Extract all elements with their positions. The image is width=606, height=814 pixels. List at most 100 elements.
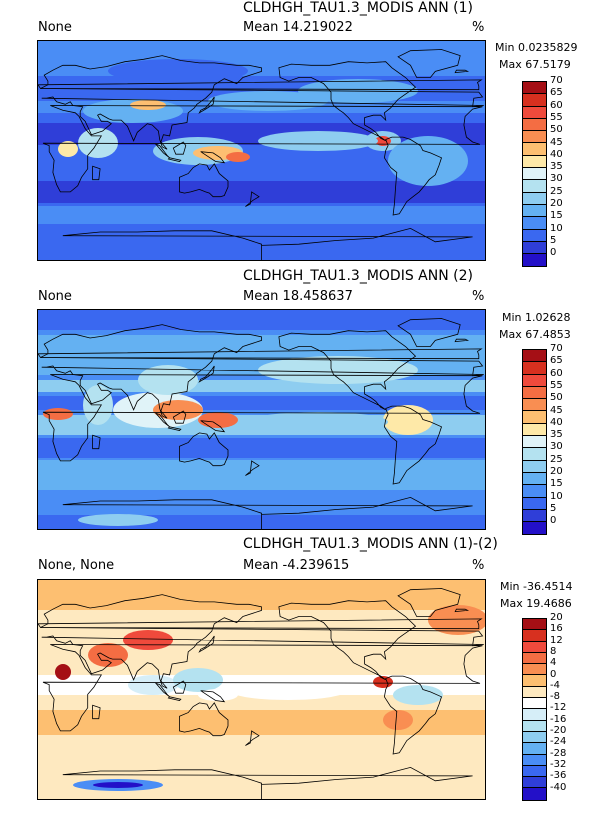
colorbar-tick-label: 30 bbox=[550, 441, 563, 453]
coastline bbox=[245, 730, 260, 746]
field-blob bbox=[43, 408, 73, 420]
colorbar-tick-label: 65 bbox=[550, 355, 563, 367]
field-blob bbox=[198, 412, 238, 428]
mean-label: Mean -4.239615 bbox=[243, 558, 350, 573]
colorbar-swatch bbox=[523, 509, 546, 523]
colorbar-tick-label: 65 bbox=[550, 87, 563, 99]
coastline bbox=[200, 151, 226, 164]
coastline bbox=[40, 594, 484, 689]
colorbar-tick-label: 15 bbox=[550, 478, 563, 490]
colorbar-tick-label: 60 bbox=[550, 367, 563, 379]
coastline bbox=[454, 69, 470, 74]
map-field bbox=[37, 579, 486, 800]
field-blob bbox=[228, 680, 348, 700]
colorbar bbox=[522, 81, 547, 268]
coastline bbox=[42, 374, 483, 462]
coastline bbox=[278, 330, 417, 411]
map-svg bbox=[38, 580, 485, 799]
colorbar-swatch bbox=[523, 168, 546, 181]
colorbar-tick-label: -12 bbox=[550, 702, 567, 714]
left-label: None bbox=[38, 289, 72, 304]
field-blob bbox=[153, 400, 203, 420]
coastline bbox=[397, 588, 461, 617]
colorbar-tick-label: 10 bbox=[550, 490, 563, 502]
colorbar-tick-label: 5 bbox=[550, 502, 557, 514]
colorbar-tick-label: 10 bbox=[550, 222, 563, 234]
colorbar-tick-label: 45 bbox=[550, 404, 563, 416]
coastline bbox=[200, 420, 226, 433]
field-blob bbox=[393, 685, 443, 705]
coastline bbox=[92, 165, 101, 181]
coastline bbox=[278, 61, 417, 142]
coastline bbox=[38, 618, 483, 630]
colorbar-swatch bbox=[523, 788, 546, 800]
colorbar-swatch bbox=[523, 619, 546, 631]
map-svg bbox=[38, 41, 485, 260]
colorbar-swatch bbox=[523, 217, 546, 230]
colorbar-swatch bbox=[523, 229, 546, 242]
colorbar-swatch bbox=[523, 350, 546, 363]
colorbar-swatch bbox=[523, 436, 546, 449]
coastline bbox=[245, 460, 260, 476]
colorbar-tick-label: 70 bbox=[550, 75, 563, 86]
colorbar-tick-label: 4 bbox=[550, 657, 557, 669]
field-blob bbox=[88, 643, 128, 667]
field-blob bbox=[428, 605, 485, 635]
colorbar-swatch bbox=[523, 106, 546, 119]
min-label: Min 0.0235829 bbox=[495, 41, 578, 54]
field-blob bbox=[78, 514, 158, 526]
colorbar-swatch bbox=[523, 754, 546, 766]
coastline bbox=[38, 348, 483, 360]
colorbar-tick-label: 30 bbox=[550, 173, 563, 185]
colorbar bbox=[522, 618, 547, 801]
colorbar-swatch bbox=[523, 192, 546, 205]
colorbar-swatch bbox=[523, 204, 546, 218]
colorbar-tick-label: 5 bbox=[550, 234, 557, 246]
coastline bbox=[42, 644, 483, 732]
colorbar-tick-label: -32 bbox=[550, 758, 567, 770]
colorbar-tick-label: 8 bbox=[550, 645, 557, 657]
units-label: % bbox=[472, 20, 485, 35]
coastline bbox=[172, 141, 187, 155]
colorbar-tick-label: 35 bbox=[550, 429, 563, 441]
colorbar-swatch bbox=[523, 485, 546, 498]
colorbar-swatch bbox=[523, 131, 546, 144]
coastline bbox=[245, 191, 260, 207]
colorbar-swatch bbox=[523, 180, 546, 193]
coastline bbox=[154, 412, 170, 428]
coastline bbox=[179, 163, 229, 198]
colorbar-tick-label: 0 bbox=[550, 247, 557, 259]
coastline bbox=[167, 696, 182, 701]
colorbar-swatch bbox=[523, 423, 546, 437]
field-blob bbox=[383, 710, 413, 730]
colorbar-swatch bbox=[523, 497, 546, 510]
colorbar-swatch bbox=[523, 686, 546, 699]
coastline bbox=[397, 49, 461, 78]
colorbar-tick-label: 40 bbox=[550, 416, 563, 428]
coastline bbox=[198, 365, 215, 383]
colorbar-swatch bbox=[523, 118, 546, 132]
coastline bbox=[172, 680, 187, 694]
colorbar-tick-label: 15 bbox=[550, 210, 563, 222]
colorbar-swatch bbox=[523, 641, 546, 653]
coastline bbox=[278, 600, 417, 681]
coastline bbox=[40, 324, 484, 419]
coastline bbox=[198, 96, 215, 114]
colorbar-swatch bbox=[523, 698, 546, 710]
field-band bbox=[38, 161, 485, 181]
panel-1: CLDHGH_TAU1.3_MODIS ANN (1) None Mean 14… bbox=[0, 0, 606, 268]
colorbar-tick-label: 45 bbox=[550, 136, 563, 148]
colorbar-tick-label: 0 bbox=[550, 515, 557, 527]
map-svg bbox=[38, 310, 485, 529]
field-blob bbox=[258, 356, 418, 384]
panel-3: CLDHGH_TAU1.3_MODIS ANN (1)-(2) None, No… bbox=[0, 536, 606, 814]
coastline bbox=[167, 157, 182, 162]
colorbar-tick-label: 25 bbox=[550, 453, 563, 465]
coastline bbox=[198, 635, 215, 653]
coastline bbox=[179, 702, 229, 737]
coastline bbox=[42, 105, 483, 193]
units-label: % bbox=[472, 558, 485, 573]
colorbar-swatch bbox=[523, 374, 546, 387]
coastline bbox=[200, 690, 226, 703]
min-label: Min 1.02628 bbox=[502, 311, 571, 324]
